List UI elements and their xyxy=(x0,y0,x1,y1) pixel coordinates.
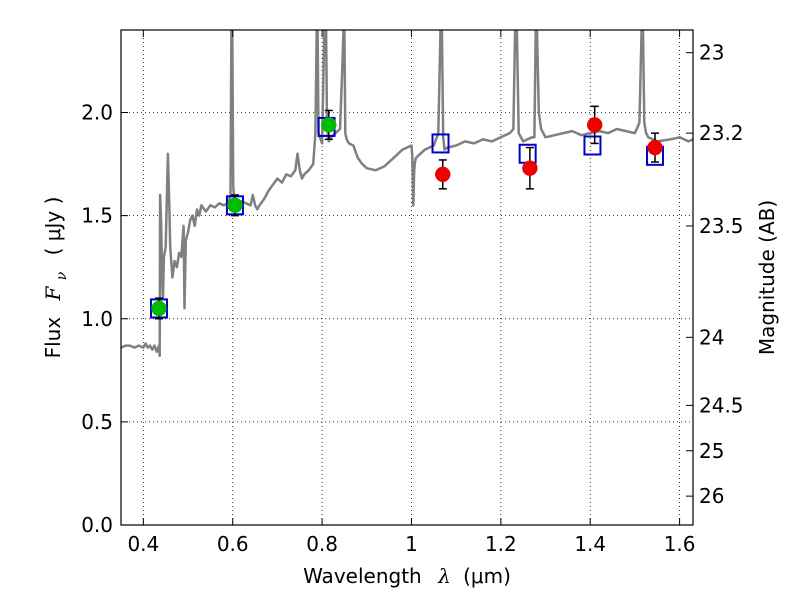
x-tick-label: 1 xyxy=(405,532,418,556)
y-axis-label: Flux F ν ( μJy ) xyxy=(41,197,71,359)
y2-axis-label: Magnitude (AB) xyxy=(755,200,779,355)
y2-tick-label: 24.5 xyxy=(699,393,744,417)
x-tick-label: 0.6 xyxy=(217,532,249,556)
x-tick-label: 1.2 xyxy=(485,532,517,556)
x-tick-label: 1.6 xyxy=(664,532,696,556)
x-axis-label-unit: (μm) xyxy=(463,564,511,588)
x-tick-label: 1.4 xyxy=(574,532,606,556)
observed-flux-point xyxy=(586,117,603,133)
observed-flux-point xyxy=(435,166,451,183)
model-sed-layer xyxy=(121,30,693,358)
y-tick-label: 0.0 xyxy=(81,513,113,537)
y2-tick-label: 23 xyxy=(699,41,724,65)
y2-tick-label: 25 xyxy=(699,439,724,463)
model-square-marker xyxy=(583,135,602,156)
axis-ticks: 0.4 0.6 0.8 1 1.2 1.4 1.6 0.0 0.5 1.0 1.5 2.0 23 23.2… xyxy=(81,30,744,556)
x-axis-label-symbol: λ xyxy=(437,564,451,588)
y-tick-label: 0.5 xyxy=(81,410,113,434)
photometry-markers xyxy=(149,105,665,320)
y-tick-label: 1.0 xyxy=(81,307,113,331)
sed-line xyxy=(121,30,693,358)
y-axis-label-symbol: F xyxy=(41,285,65,301)
y2-tick-label: 23.2 xyxy=(699,121,744,145)
observed-flux-point xyxy=(522,160,538,176)
observed-flux-point xyxy=(151,300,167,317)
y-axis-label-unit: ( μJy ) xyxy=(41,197,65,256)
x-axis-label: Wavelength λ (μm) xyxy=(303,564,511,588)
x-axis-label-text: Wavelength xyxy=(303,564,422,588)
x-tick-label: 0.4 xyxy=(127,532,159,556)
observed-flux-point xyxy=(227,197,243,214)
grid-lines xyxy=(121,30,693,526)
y-tick-label: 1.5 xyxy=(81,204,113,228)
y2-tick-label: 24 xyxy=(699,325,724,349)
y-tick-label: 2.0 xyxy=(81,101,113,125)
plot-frame xyxy=(120,29,694,526)
y2-tick-label: 23.5 xyxy=(699,214,744,238)
observed-flux-point xyxy=(647,139,663,156)
observed-flux-point xyxy=(321,117,337,133)
x-tick-label: 0.8 xyxy=(306,532,338,556)
y-axis-label-text: Flux xyxy=(41,317,65,359)
model-square-marker xyxy=(431,133,450,154)
y2-tick-label: 26 xyxy=(699,484,724,508)
y-axis-label-subscript: ν xyxy=(54,271,70,280)
